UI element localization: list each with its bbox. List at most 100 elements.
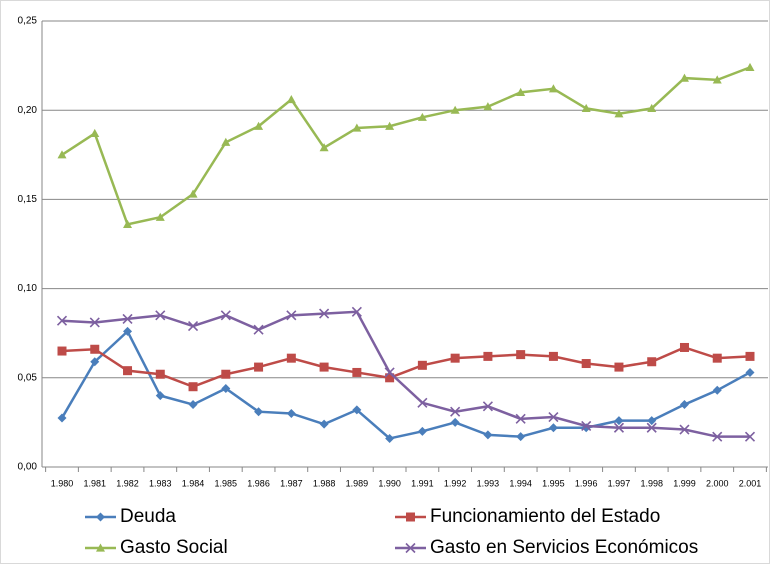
marker [417,112,427,121]
marker [221,369,231,379]
marker [352,123,362,132]
marker [319,308,330,319]
marker [352,405,362,415]
y-tick-label: 0,15 [18,194,38,205]
marker [122,313,133,324]
marker [155,369,165,379]
marker [679,342,689,352]
marker [679,400,689,410]
series-line [60,329,751,440]
marker [221,384,231,394]
marker [482,401,493,412]
x-tick-label: 1.991 [411,478,434,488]
series-line [61,66,751,226]
marker [614,416,624,426]
x-tick-label: 1.997 [608,478,631,488]
marker [123,326,133,336]
marker [188,400,198,410]
marker [319,419,329,429]
marker [57,413,67,423]
marker [405,542,416,554]
marker [155,310,166,321]
marker [406,512,415,522]
marker [253,324,264,335]
marker [90,344,100,354]
marker [483,351,493,361]
marker [57,346,67,356]
x-tick-label: 1.980 [51,478,74,488]
marker [581,103,591,113]
marker [450,417,460,427]
x-tick-label: 1.986 [247,478,270,488]
x-tick-label: 1.982 [116,478,139,488]
marker [56,315,68,326]
marker [96,543,105,552]
y-tick-label: 0,20 [18,105,38,116]
x-tick-label: 1.998 [640,478,663,488]
x-tick-label: 1.999 [673,478,696,488]
marker [123,366,133,376]
marker [516,350,526,360]
marker [745,351,755,361]
marker [548,423,558,433]
marker [483,430,493,440]
marker [548,84,558,93]
marker [647,103,657,113]
x-tick-label: 2.001 [739,478,762,488]
marker [254,121,264,130]
marker [254,362,264,372]
x-tick-label: 1.983 [149,478,172,488]
marker [385,121,395,130]
legend-item: Funcionamiento del Estado [395,506,660,527]
marker [385,433,395,443]
marker [647,357,657,367]
marker [187,320,199,332]
y-tick-label: 0,05 [18,372,38,383]
marker [385,373,395,383]
y-tick-label: 0,25 [18,16,38,27]
marker [581,420,592,432]
marker [220,310,231,321]
marker [450,406,461,417]
legend-label: Gasto Social [120,537,228,558]
marker [188,382,198,392]
marker [90,357,100,367]
marker [286,94,296,104]
marker [712,431,723,442]
marker [352,367,362,377]
legend-item: Gasto Social [85,537,228,558]
marker [384,367,395,378]
marker [57,150,67,159]
marker [614,109,624,118]
legend-label: Funcionamiento del Estado [430,506,660,527]
x-tick-label: 1.989 [346,478,369,488]
x-tick-label: 1.984 [182,478,205,488]
x-tick-label: 1.992 [444,478,467,488]
marker [647,416,657,426]
marker [221,137,231,146]
marker [745,367,755,377]
marker [450,105,460,114]
legend-item: Deuda [85,506,176,527]
marker [744,431,756,442]
legend-label: Gasto en Servicios Económicos [430,537,698,558]
marker [515,413,526,424]
marker [417,426,427,436]
marker [286,408,296,418]
marker [712,75,722,84]
marker [450,353,460,363]
marker [745,62,755,71]
marker [155,391,165,401]
marker [516,432,526,442]
series-line [61,310,750,438]
marker [679,73,689,82]
marker [188,189,198,198]
x-tick-label: 1.990 [378,478,401,488]
marker [286,353,296,363]
marker [548,411,559,423]
marker [613,422,625,433]
marker [417,397,428,408]
marker [96,512,105,522]
marker [89,317,100,328]
